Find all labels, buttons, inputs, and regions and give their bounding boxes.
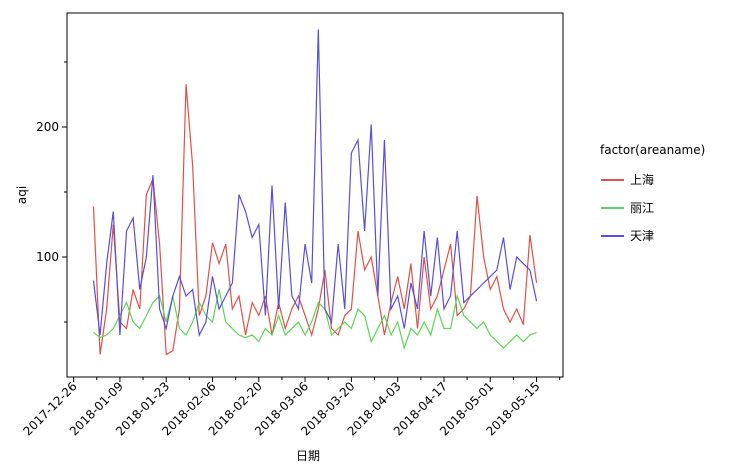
legend-label: 天津	[630, 229, 654, 243]
legend-label: 上海	[630, 172, 654, 187]
y-axis-label: aqi	[15, 186, 29, 204]
series-line	[92, 84, 538, 356]
x-axis-label: 日期	[296, 449, 320, 463]
y-tick-label: 200	[36, 120, 59, 134]
legend-label: 丽江	[630, 201, 654, 215]
y-tick-label: 100	[36, 250, 59, 264]
series-line	[92, 29, 538, 337]
legend-title: factor(areaname)	[600, 143, 705, 157]
plot-frame	[66, 12, 564, 378]
series-line	[93, 289, 537, 351]
